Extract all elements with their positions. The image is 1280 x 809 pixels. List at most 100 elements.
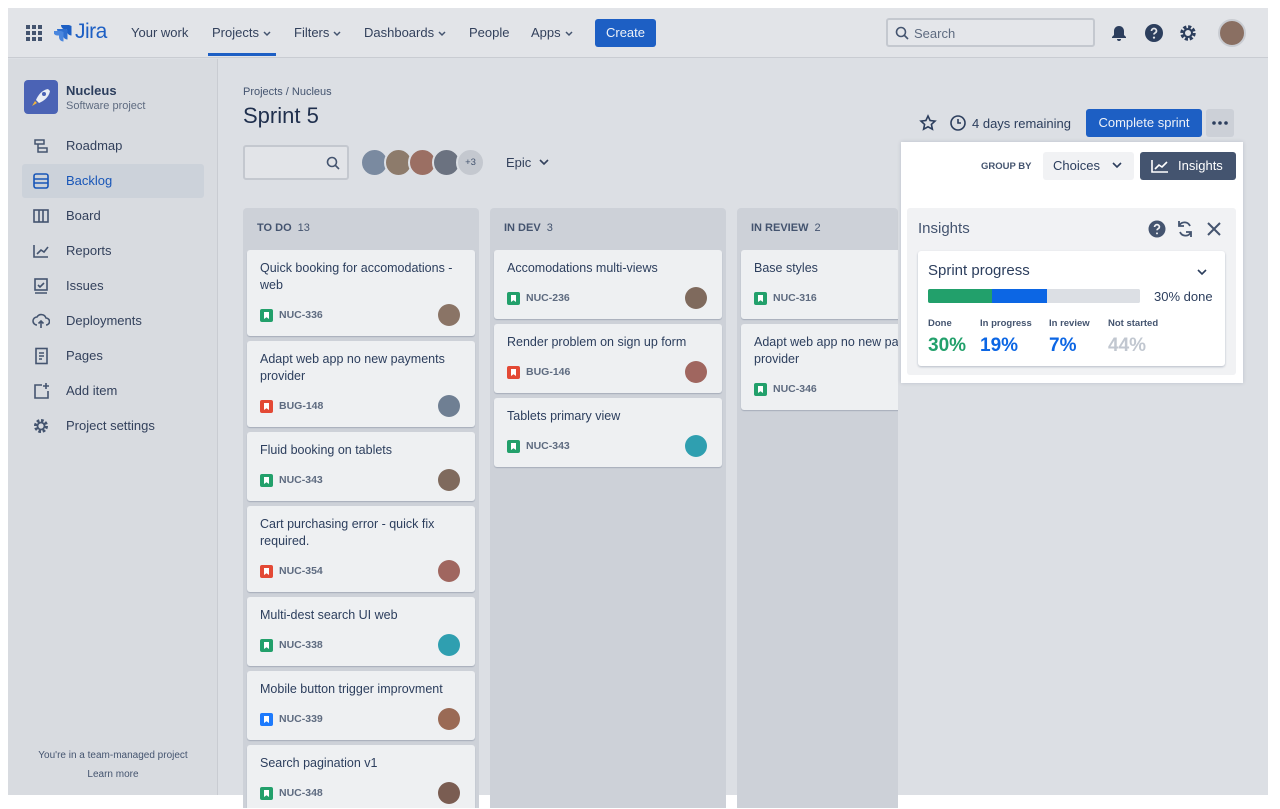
issue-type-icon — [260, 564, 273, 578]
issues-icon — [34, 278, 48, 294]
issue-card[interactable]: Cart purchasing error - quick fix requir… — [247, 506, 475, 592]
progress-segment — [1031, 289, 1047, 303]
issue-type-icon — [754, 291, 767, 305]
card-footer: NUC-346 — [754, 377, 898, 401]
sidebar-item[interactable]: Reports — [22, 234, 204, 268]
group-by-label: GROUP BY — [981, 161, 1032, 172]
star-button[interactable] — [919, 114, 937, 132]
active-underline — [208, 53, 276, 56]
sidebar-label: Board — [66, 208, 101, 223]
issue-card[interactable]: Tablets primary view NUC-343 — [494, 398, 722, 467]
settings-icon[interactable] — [1178, 23, 1198, 43]
complete-sprint-button[interactable]: Complete sprint — [1086, 109, 1202, 137]
issue-card[interactable]: Search pagination v1 NUC-348 — [247, 745, 475, 808]
create-button[interactable]: Create — [595, 19, 656, 47]
refresh-button[interactable] — [1175, 219, 1195, 239]
issue-card[interactable]: Base styles NUC-316 — [741, 250, 898, 319]
column-header: IN REVIEW 2 — [751, 222, 821, 234]
assignee-avatar[interactable] — [438, 469, 460, 491]
issue-card[interactable]: Mobile button trigger improvment NUC-339 — [247, 671, 475, 740]
issue-key: NUC-336 — [279, 309, 323, 321]
card-list: Accomodations multi-views NUC-236 Render p… — [494, 250, 722, 472]
choices-dropdown[interactable]: Choices — [1043, 152, 1134, 180]
card-title: Adapt web app no new payments provider — [754, 335, 898, 366]
epic-filter[interactable]: Epic — [506, 155, 551, 170]
nav-item[interactable]: People — [469, 8, 509, 58]
nav-item[interactable]: Dashboards — [364, 8, 447, 58]
assignee-avatar[interactable] — [438, 782, 460, 804]
notifications-icon[interactable] — [1110, 24, 1128, 42]
sidebar-item[interactable]: Project settings — [22, 409, 204, 443]
board-search[interactable] — [243, 145, 349, 180]
stat-name: Not started — [1108, 318, 1159, 329]
nav-item[interactable]: Your work — [131, 8, 188, 58]
assignee-avatar[interactable] — [438, 304, 460, 326]
column-header: TO DO 13 — [257, 222, 310, 234]
issue-key: BUG-146 — [526, 366, 571, 378]
issue-card[interactable]: Adapt web app no new payments provider NU… — [741, 324, 898, 410]
issue-key: NUC-236 — [526, 292, 570, 304]
done-summary: 30% done — [1154, 289, 1213, 304]
help-icon[interactable] — [1144, 23, 1164, 43]
collapse-chevron[interactable] — [1195, 267, 1209, 277]
logo-text[interactable]: Jira — [75, 20, 107, 43]
sidebar-item[interactable]: Deployments — [22, 304, 204, 338]
assignee-avatar[interactable] — [685, 287, 707, 309]
chevron — [333, 31, 341, 36]
insights-icon — [1151, 160, 1168, 173]
insights-highlight: GROUP BY Choices Insights Insights Sprin… — [901, 142, 1243, 383]
progress-segment — [1046, 289, 1140, 303]
learn-more-link[interactable]: Learn more — [87, 769, 139, 780]
issue-card[interactable]: Adapt web app no new payments provider BU… — [247, 341, 475, 427]
sidebar-item[interactable]: Add item — [22, 374, 204, 408]
stat-value: 30% — [928, 335, 967, 356]
assignee-avatar[interactable] — [438, 395, 460, 417]
progress-segment — [991, 289, 1032, 303]
card-title: Mobile button trigger improvment — [260, 682, 443, 696]
card-footer: NUC-343 — [507, 434, 709, 458]
issue-card[interactable]: Quick booking for accomodations - web NUC… — [247, 250, 475, 336]
more-avatars[interactable]: +3 — [456, 148, 485, 177]
more-button[interactable] — [1206, 109, 1234, 137]
column-count: 2 — [814, 222, 821, 234]
nav-item[interactable]: Projects — [212, 8, 272, 58]
breadcrumb[interactable]: Projects / Nucleus — [243, 86, 332, 98]
reports-icon — [33, 245, 49, 258]
assignee-avatar[interactable] — [685, 435, 707, 457]
issue-card[interactable]: Multi-dest search UI web NUC-338 — [247, 597, 475, 666]
issue-card[interactable]: Accomodations multi-views NUC-236 — [494, 250, 722, 319]
assignee-avatar[interactable] — [438, 560, 460, 582]
stat-value: 7% — [1049, 335, 1077, 356]
assignee-avatar[interactable] — [438, 708, 460, 730]
sidebar-item[interactable]: Issues — [22, 269, 204, 303]
top-nav: Jira Your work Projects Filters Dashboar… — [8, 8, 1268, 58]
issue-type-icon — [260, 712, 273, 726]
search-box[interactable]: Search — [886, 18, 1095, 47]
profile-avatar[interactable] — [1218, 19, 1246, 47]
assignee-avatar[interactable] — [685, 361, 707, 383]
progress-segment — [928, 289, 992, 303]
project-name[interactable]: Nucleus — [66, 83, 117, 98]
assignee-avatar[interactable] — [438, 634, 460, 656]
nav-item[interactable]: Filters — [294, 8, 342, 58]
sidebar-label: Pages — [66, 348, 103, 363]
app-switcher[interactable] — [26, 25, 42, 41]
sidebar-item[interactable]: Board — [22, 199, 204, 233]
project-type: Software project — [66, 100, 146, 112]
sidebar-label: Issues — [66, 278, 104, 293]
issue-card[interactable]: Render problem on sign up form BUG-146 — [494, 324, 722, 393]
issue-key: NUC-348 — [279, 787, 323, 799]
nav-item[interactable]: Apps — [531, 8, 574, 58]
card-title: Fluid booking on tablets — [260, 443, 393, 457]
search-icon — [326, 156, 340, 170]
close-button[interactable] — [1204, 219, 1224, 239]
sidebar-label: Project settings — [66, 418, 155, 433]
stat-value: 44% — [1108, 335, 1147, 356]
insights-toggle[interactable]: Insights — [1140, 152, 1236, 180]
issue-card[interactable]: Fluid booking on tablets NUC-343 — [247, 432, 475, 501]
help-button[interactable] — [1147, 219, 1167, 239]
sidebar-item[interactable]: Roadmap — [22, 129, 204, 163]
card-title: Search pagination v1 — [260, 756, 378, 770]
sidebar-item[interactable]: Backlog — [22, 164, 204, 198]
sidebar-item[interactable]: Pages — [22, 339, 204, 373]
